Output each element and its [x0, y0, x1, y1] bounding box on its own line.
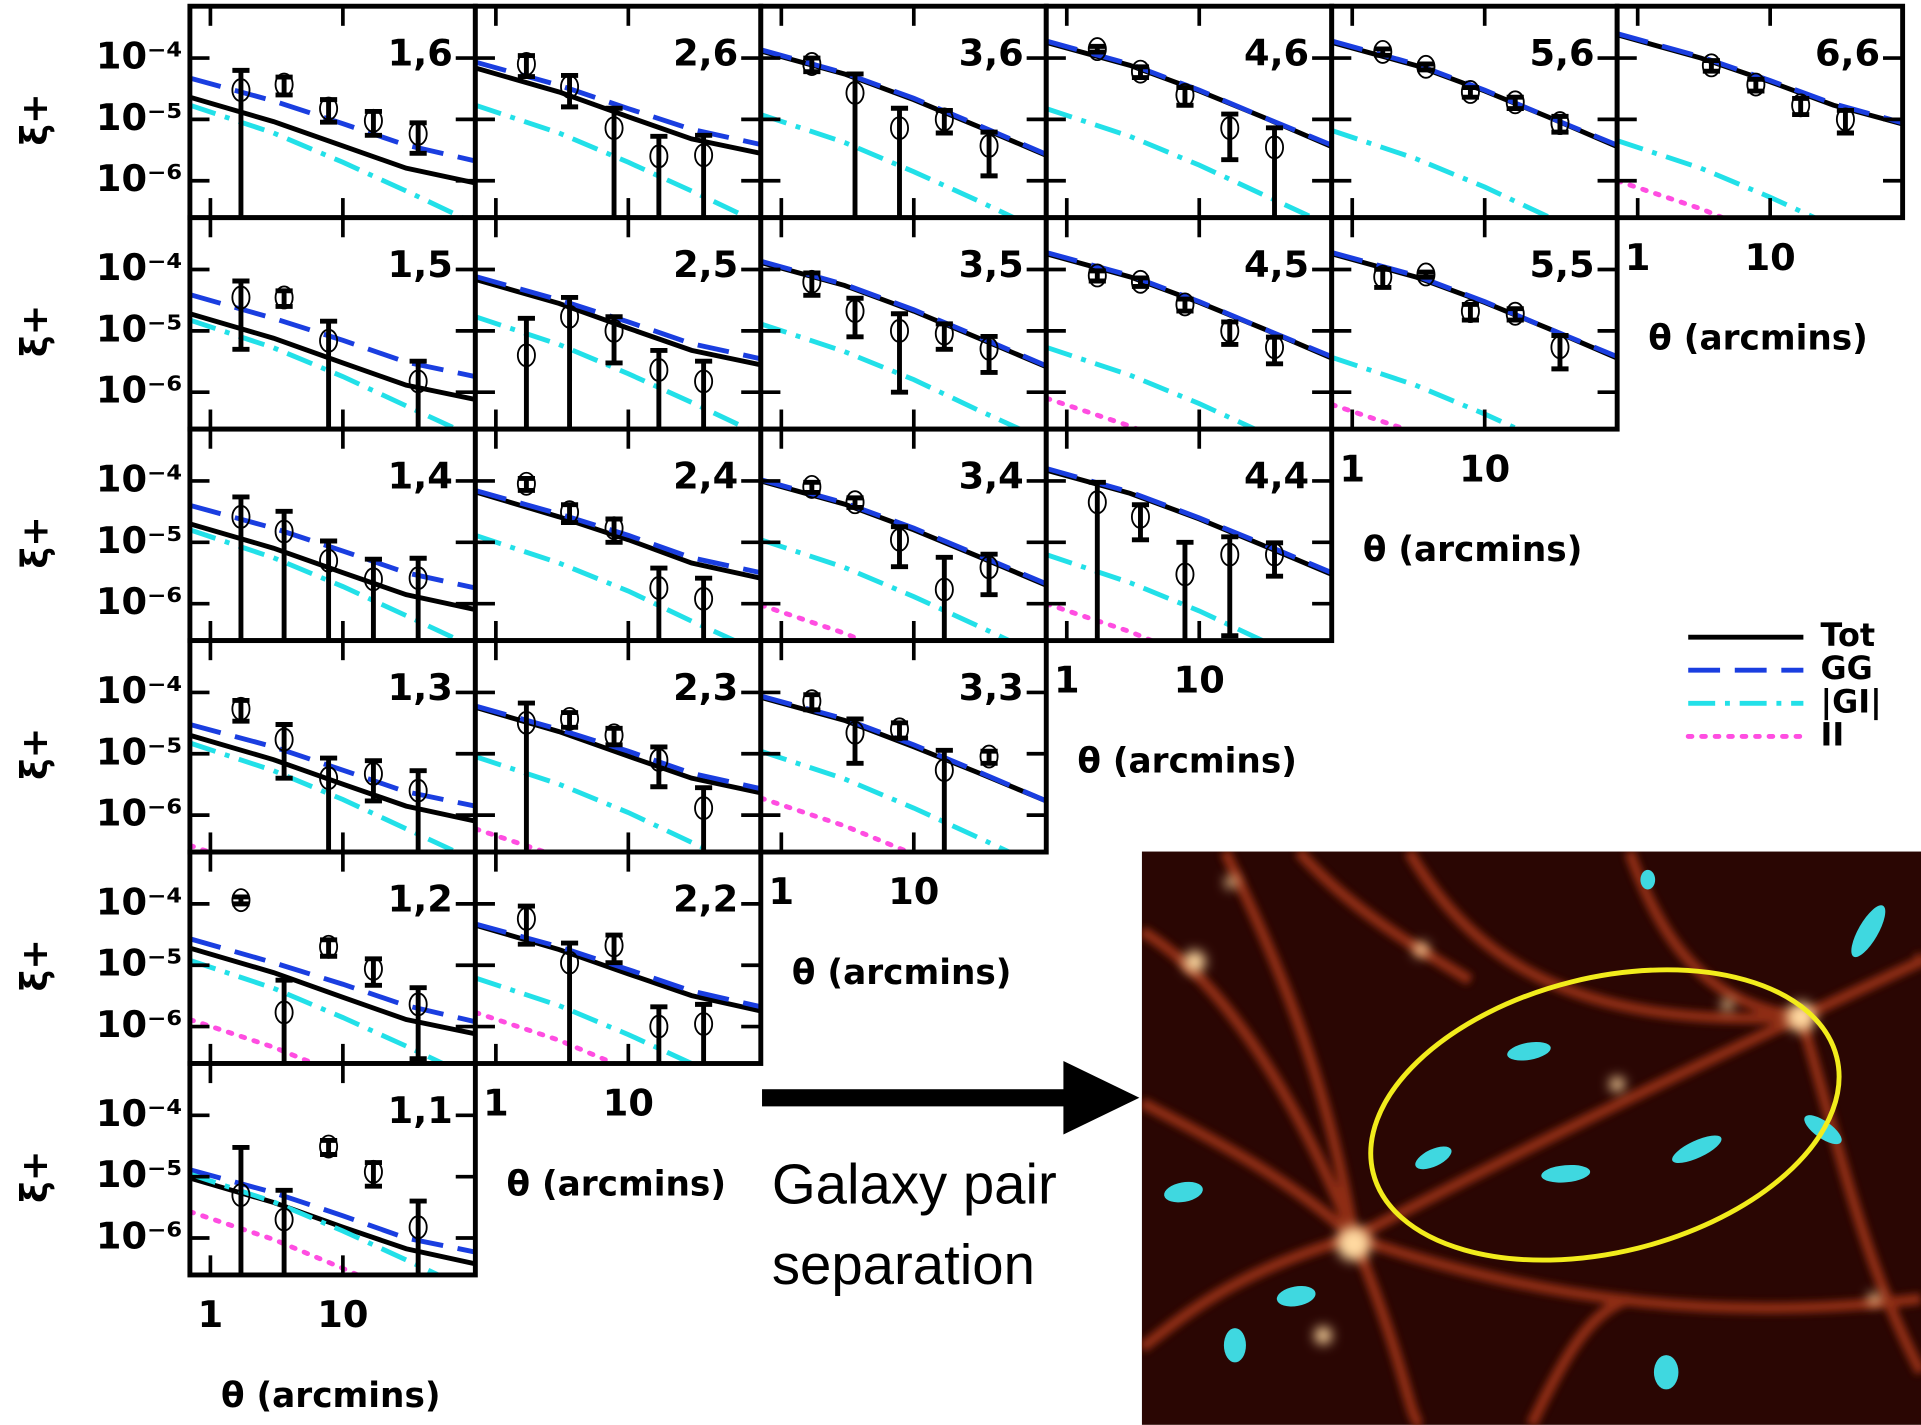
panel: 10⁻⁴ 10⁻⁵ 10⁻⁶ ξ+ 1,4 [13, 429, 475, 653]
x-tick-label: 1 [198, 1293, 224, 1336]
panel: 1 10 θ (arcmins) 4,4 [1046, 429, 1331, 781]
y-tick-label: 10⁻⁵ [96, 519, 183, 562]
panel: 1 10 θ (arcmins) 2,2 [475, 852, 760, 1204]
panel: 5,6 [1332, 6, 1617, 248]
y-tick-label: 10⁻⁴ [96, 457, 183, 500]
y-axis-label: ξ+ [13, 939, 56, 992]
x-tick-label: 1 [483, 1082, 509, 1125]
x-axis-label: θ (arcmins) [221, 1376, 441, 1416]
x-tick-label: 1 [1054, 659, 1080, 702]
panel: 4,6 [1046, 6, 1331, 230]
panel: 1 10 θ (arcmins) 6,6 [1617, 6, 1902, 358]
panel-title: 1,1 [388, 1089, 453, 1132]
arrow-shaft [762, 1089, 1068, 1106]
arrow [762, 1061, 1139, 1135]
panel-title: 1,2 [388, 878, 453, 921]
panel-title: 4,5 [1244, 243, 1309, 286]
panel-title: 2,6 [673, 32, 738, 75]
panel: 10⁻⁴ 10⁻⁵ 10⁻⁶ ξ+ 1,6 [13, 6, 475, 230]
panel-title: 3,5 [959, 243, 1024, 286]
panel: 3,5 [761, 218, 1046, 441]
panel: 10⁻⁴ 10⁻⁵ 10⁻⁶ ξ+ 1,5 [13, 218, 475, 442]
y-tick-label: 10⁻⁶ [96, 792, 183, 835]
x-tick-label: 10 [1174, 659, 1225, 702]
panel: 1 10 θ (arcmins) 3,3 [761, 641, 1046, 993]
panel-title: 2,3 [673, 666, 738, 709]
x-tick-label: 10 [888, 870, 939, 913]
legend: TotGG|GI|II [1688, 616, 1882, 753]
y-tick-label: 10⁻⁵ [96, 1153, 183, 1196]
panel-title: 2,4 [673, 455, 738, 498]
panel-title: 1,5 [388, 243, 453, 286]
x-axis-label: θ (arcmins) [506, 1165, 726, 1205]
panel: 2,5 [475, 218, 760, 442]
annotation: separation [772, 1233, 1035, 1296]
y-tick-label: 10⁻⁶ [96, 369, 183, 412]
panel-title: 1,4 [388, 455, 453, 498]
panel-title: 3,4 [959, 455, 1024, 498]
y-axis-label: ξ+ [13, 516, 56, 569]
panel: 3,6 [761, 6, 1046, 233]
panel-title: 4,6 [1244, 32, 1309, 75]
panel-title: 1,3 [388, 666, 453, 709]
panel: 2,4 [475, 429, 760, 653]
panel-title: 4,4 [1244, 455, 1309, 498]
panel-title: 2,5 [673, 243, 738, 286]
x-tick-label: 10 [1459, 447, 1510, 490]
y-tick-label: 10⁻⁵ [96, 96, 183, 139]
panel-title: 2,2 [673, 878, 738, 921]
y-tick-label: 10⁻⁴ [96, 1092, 183, 1135]
y-tick-label: 10⁻⁶ [96, 1215, 183, 1258]
x-tick-label: 10 [603, 1082, 654, 1125]
panel: 1 10 θ (arcmins) 5,5 [1332, 218, 1617, 570]
figure: 10⁻⁴10⁻⁵10⁻⁶ξ+1,610⁻⁴10⁻⁵10⁻⁶ξ+1,510⁻⁴10… [0, 0, 1921, 1425]
x-tick-label: 1 [1625, 236, 1651, 279]
x-tick-label: 1 [769, 870, 795, 913]
y-tick-label: 10⁻⁵ [96, 730, 183, 773]
x-axis-label: θ (arcmins) [1077, 742, 1297, 782]
x-axis-label: θ (arcmins) [792, 953, 1012, 993]
x-tick-label: 10 [317, 1293, 368, 1336]
legend-label: II [1821, 715, 1845, 753]
y-tick-label: 10⁻⁶ [96, 157, 183, 200]
y-axis-label: ξ+ [13, 728, 56, 781]
y-tick-label: 10⁻⁶ [96, 580, 183, 623]
x-axis-label: θ (arcmins) [1648, 319, 1868, 359]
y-tick-label: 10⁻⁴ [96, 880, 183, 923]
annotation: Galaxy pair [772, 1152, 1057, 1215]
panel-title: 3,6 [959, 32, 1024, 75]
y-tick-label: 10⁻⁴ [96, 246, 183, 289]
cosmic-web-image [1142, 852, 1921, 1425]
y-tick-label: 10⁻⁶ [96, 1003, 183, 1046]
panel-title: 1,6 [388, 32, 453, 75]
y-tick-label: 10⁻⁵ [96, 307, 183, 350]
panel: 10⁻⁴ 10⁻⁵ 10⁻⁶ 1 10 θ (arcmins) ξ+ 1,1 [13, 1063, 475, 1415]
panel-title: 3,3 [959, 666, 1024, 709]
y-axis-label: ξ+ [13, 93, 56, 146]
y-axis-label: ξ+ [13, 305, 56, 358]
y-axis-label: ξ+ [13, 1150, 56, 1203]
y-tick-label: 10⁻⁵ [96, 942, 183, 985]
x-axis-label: θ (arcmins) [1363, 530, 1583, 570]
y-tick-label: 10⁻⁴ [96, 35, 183, 78]
arrow-head [1063, 1061, 1139, 1135]
panel-title: 5,6 [1529, 32, 1594, 75]
x-tick-label: 1 [1339, 447, 1365, 490]
y-tick-label: 10⁻⁴ [96, 669, 183, 712]
x-tick-label: 10 [1745, 236, 1796, 279]
page: {"chart_data": { "type": "line", "xscale… [0, 0, 1921, 1425]
panel: 2,6 [475, 6, 760, 230]
panel-title: 6,6 [1815, 32, 1880, 75]
panel-title: 5,5 [1529, 243, 1594, 286]
